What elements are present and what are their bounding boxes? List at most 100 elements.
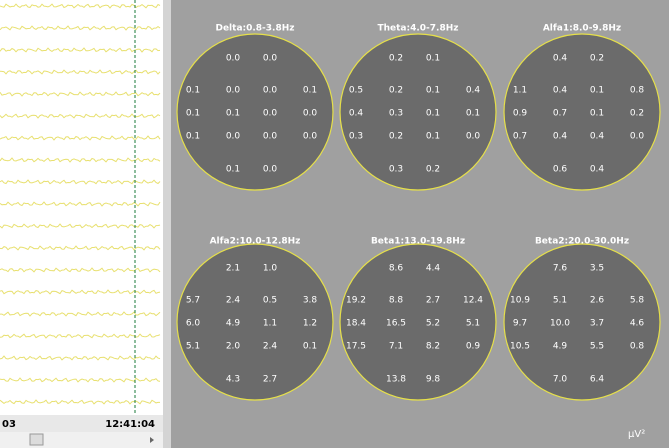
electrode-value: 2.4: [263, 342, 278, 352]
electrode-value: 4.6: [630, 319, 645, 329]
electrode-value: 2.4: [226, 296, 241, 306]
electrode-value: 7.0: [553, 375, 568, 385]
electrode-value: 0.1: [303, 86, 317, 96]
eeg-trace: [0, 289, 161, 295]
map-title: Alfa1:8.0-9.8Hz: [543, 24, 621, 34]
electrode-value: 0.1: [226, 109, 240, 119]
electrode-value: 0.4: [349, 109, 364, 119]
maps: Delta:0.8-3.8Hz 0.0 0.0 0.1 0.0 0.0 0.1 0.1 0.1 0…: [176, 24, 661, 401]
electrode-value: 0.1: [426, 132, 440, 142]
electrode-value: 0.1: [590, 109, 604, 119]
electrode-value: 5.7: [186, 296, 200, 306]
scrollbar[interactable]: [0, 432, 163, 448]
electrode-value: 0.4: [590, 132, 605, 142]
electrode-value: 0.1: [186, 86, 200, 96]
electrode-value: 19.2: [346, 296, 366, 306]
electrode-value: 1.1: [513, 86, 527, 96]
electrode-value: 0.4: [590, 165, 605, 175]
electrode-value: 0.5: [349, 86, 363, 96]
electrode-value: 2.1: [226, 264, 240, 274]
electrode-value: 0.0: [303, 109, 318, 119]
scroll-thumb[interactable]: [29, 433, 44, 446]
eeg-trace: [0, 135, 161, 141]
electrode-value: 1.1: [263, 319, 277, 329]
electrode-value: 5.1: [553, 296, 567, 306]
electrode-value: 4.9: [226, 319, 241, 329]
electrode-value: 0.0: [303, 132, 318, 142]
eeg-trace: [0, 355, 161, 361]
electrode-value: 17.5: [346, 342, 366, 352]
eeg-trace: [0, 245, 161, 251]
eeg-panel: [0, 0, 163, 415]
electrode-value: 0.4: [553, 86, 568, 96]
electrode-value: 5.2: [426, 319, 440, 329]
eeg-trace: [0, 267, 161, 273]
electrode-value: 1.0: [263, 264, 278, 274]
electrode-value: 0.2: [426, 165, 440, 175]
electrode-value: 0.3: [349, 132, 363, 142]
splitter[interactable]: [163, 0, 171, 448]
electrode-value: 0.7: [513, 132, 527, 142]
electrode-value: 0.2: [389, 132, 403, 142]
electrode-value: 8.2: [426, 342, 440, 352]
electrode-value: 10.0: [550, 319, 570, 329]
electrode-value: 0.1: [426, 54, 440, 64]
unit: μV²: [628, 429, 645, 440]
electrode-value: 0.1: [186, 132, 200, 142]
map-circle: [339, 33, 497, 191]
electrode-value: 7.1: [389, 342, 403, 352]
electrode-value: 0.0: [263, 132, 278, 142]
electrode-value: 0.3: [389, 165, 403, 175]
electrode-value: 1.2: [303, 319, 317, 329]
electrode-value: 8.6: [389, 264, 404, 274]
electrode-value: 0.0: [263, 86, 278, 96]
electrode-value: 0.1: [303, 342, 317, 352]
electrode-value: 0.1: [226, 165, 240, 175]
electrode-value: 0.0: [226, 86, 241, 96]
electrode-value: 0.2: [389, 86, 403, 96]
map-circle: [176, 243, 334, 401]
map-title: Delta:0.8-3.8Hz: [215, 24, 294, 34]
electrode-value: 8.8: [389, 296, 404, 306]
map-title: Alfa2:10.0-12.8Hz: [210, 237, 301, 247]
eeg-trace: [0, 3, 161, 9]
electrode-value: 9.8: [426, 375, 441, 385]
electrode-value: 5.1: [186, 342, 200, 352]
map-title: Beta2:20.0-30.0Hz: [535, 237, 629, 247]
eeg-trace: [0, 311, 161, 317]
scroll-right[interactable]: [150, 437, 154, 443]
electrode-value: 6.4: [590, 375, 605, 385]
electrode-value: 4.4: [426, 264, 441, 274]
electrode-value: 0.7: [553, 109, 567, 119]
electrode-value: 7.6: [553, 264, 568, 274]
electrode-value: 0.8: [630, 86, 645, 96]
electrode-value: 0.1: [426, 109, 440, 119]
electrode-value: 0.0: [630, 132, 645, 142]
electrode-value: 0.0: [263, 54, 278, 64]
electrode-value: 0.0: [226, 54, 241, 64]
electrode-value: 16.5: [386, 319, 406, 329]
electrode-value: 0.0: [466, 132, 481, 142]
electrode-value: 0.5: [263, 296, 277, 306]
eeg-trace: [0, 25, 161, 31]
electrode-value: 0.1: [426, 86, 440, 96]
electrode-value: 10.9: [510, 296, 530, 306]
electrode-value: 13.8: [386, 375, 406, 385]
eeg-trace: [0, 179, 161, 185]
start-time: 03: [2, 419, 16, 430]
map-circle: [339, 243, 497, 401]
electrode-value: 5.8: [630, 296, 645, 306]
electrode-value: 3.8: [303, 296, 318, 306]
electrode-value: 2.0: [226, 342, 241, 352]
electrode-value: 0.1: [590, 86, 604, 96]
eeg-trace: [0, 91, 161, 97]
electrode-value: 0.0: [226, 132, 241, 142]
time-bar: [0, 415, 163, 432]
eeg-trace: [0, 157, 161, 163]
electrode-value: 0.2: [389, 54, 403, 64]
electrode-value: 3.5: [590, 264, 604, 274]
electrode-value: 5.1: [466, 319, 480, 329]
eeg-trace: [0, 47, 161, 53]
eeg-traces: [0, 3, 161, 405]
